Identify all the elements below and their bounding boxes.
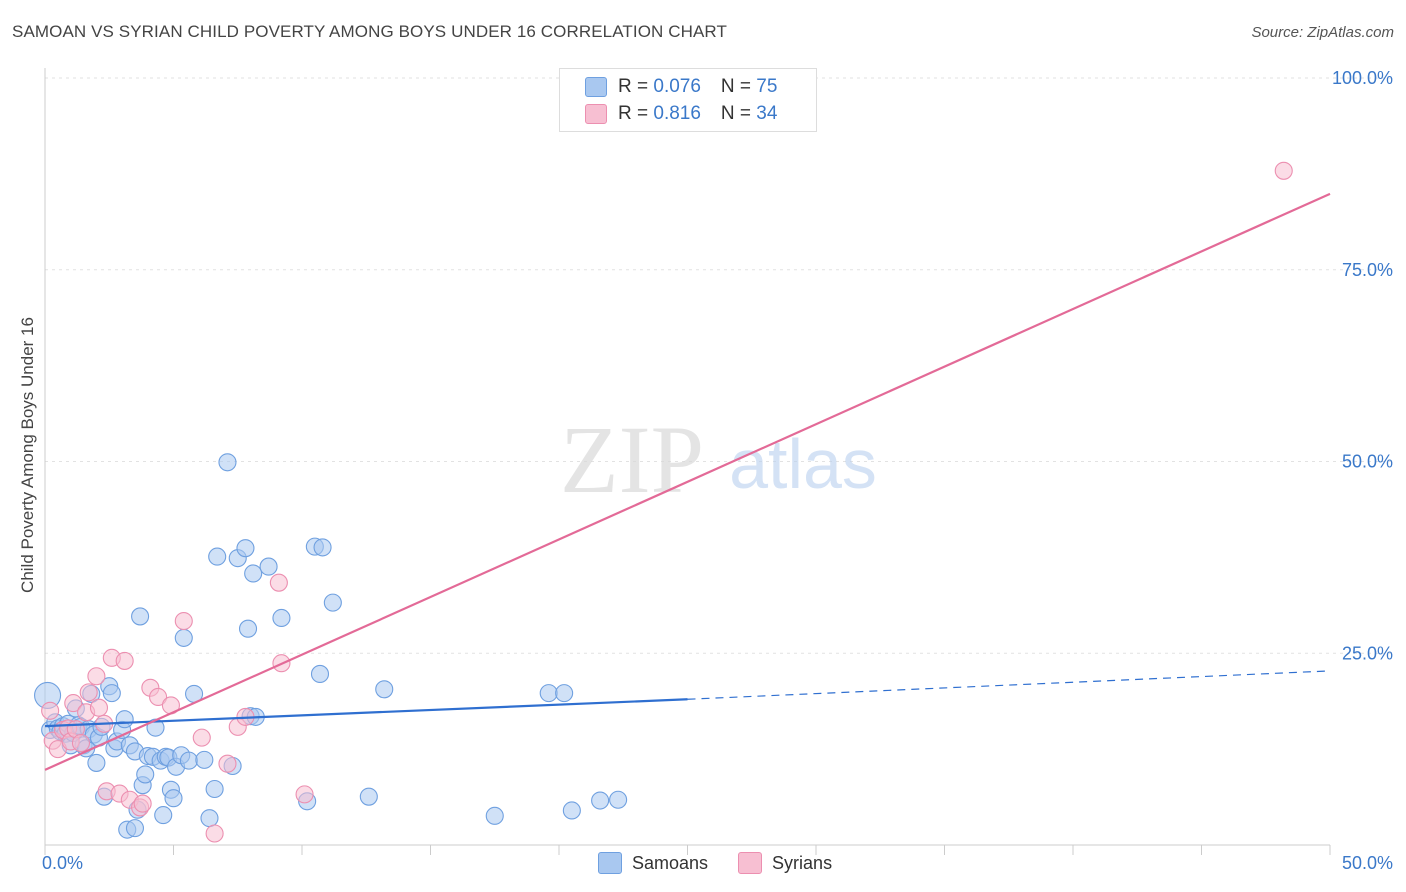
point-samoans [238, 619, 258, 638]
watermark-atlas: atlas [729, 425, 877, 503]
point-syrians [79, 683, 98, 702]
legend-swatch-syrians [585, 104, 607, 124]
point-syrians [218, 754, 237, 773]
trend-lines [44, 192, 1331, 771]
point-samoans [131, 607, 150, 626]
point-samoans [313, 538, 332, 557]
point-samoans [236, 539, 255, 558]
legend-row-syrians: R = 0.816 N = 34 [585, 102, 778, 126]
point-syrians [89, 698, 109, 717]
legend-label-syrians: Syrians [772, 852, 833, 873]
point-samoans [136, 765, 155, 784]
point-samoans [310, 664, 330, 684]
point-samoans [195, 750, 214, 769]
series-legend: Samoans Syrians [598, 852, 862, 874]
x-tick-label: 50.0% [1342, 853, 1393, 873]
data-points [34, 161, 1293, 843]
legend-item-syrians: Syrians [738, 852, 832, 874]
watermark: ZIP atlas [560, 406, 877, 513]
point-samoans [218, 453, 237, 472]
point-syrians [87, 667, 106, 686]
point-samoans [154, 806, 173, 825]
legend-r-value: 0.076 [653, 76, 701, 97]
point-samoans [87, 753, 106, 772]
point-samoans [259, 557, 278, 576]
point-syrians [205, 824, 224, 843]
point-samoans [359, 787, 378, 806]
point-samoans [609, 790, 628, 809]
grid [45, 77, 1392, 654]
legend-item-samoans: Samoans [598, 852, 708, 874]
source-credit: Source: ZipAtlas.com [1251, 24, 1394, 41]
legend-r-label: R = [618, 76, 654, 97]
point-syrians [192, 728, 211, 747]
point-samoans [539, 684, 558, 703]
point-samoans [164, 789, 183, 808]
point-syrians [295, 785, 314, 804]
legend-row-samoans: R = 0.076 N = 75 [585, 75, 778, 99]
legend-n-label: N = [720, 103, 757, 124]
y-tick-label: 25.0% [1342, 643, 1393, 663]
point-samoans [244, 564, 263, 583]
legend-swatch-syrians [738, 852, 763, 874]
point-syrians [133, 794, 152, 813]
y-tick-label: 75.0% [1342, 260, 1393, 280]
point-samoans [115, 710, 134, 729]
point-samoans [179, 751, 198, 770]
point-samoans [555, 684, 574, 703]
correlation-legend: R = 0.076 N = 75 R = 0.816 N = 34 [559, 68, 817, 132]
point-syrians [71, 733, 91, 753]
watermark-zip: ZIP [560, 406, 704, 513]
point-syrians [1274, 161, 1293, 180]
trend-extension-samoans [687, 670, 1331, 700]
legend-swatch-samoans [598, 852, 622, 874]
point-samoans [200, 809, 219, 828]
point-samoans [375, 680, 394, 699]
legend-n-value: 75 [756, 76, 778, 97]
y-tick-label: 100.0% [1332, 68, 1393, 88]
trend-line-samoans [44, 698, 688, 728]
point-samoans [125, 819, 144, 838]
point-samoans [485, 806, 504, 825]
chart-title: SAMOAN VS SYRIAN CHILD POVERTY AMONG BOY… [12, 22, 727, 41]
point-syrians [64, 694, 83, 713]
point-syrians [149, 687, 168, 707]
x-tick-label: 0.0% [42, 853, 83, 873]
legend-n-value: 34 [756, 103, 778, 124]
point-samoans [272, 608, 291, 628]
legend-r-label: R = [618, 103, 654, 124]
legend-n-label: N = [720, 76, 757, 97]
point-samoans [205, 779, 224, 799]
legend-swatch-samoans [585, 77, 607, 97]
point-samoans [102, 684, 121, 703]
tick-labels: 25.0% 50.0% 75.0% 100.0% 0.0% 50.0% [42, 68, 1393, 873]
point-syrians [115, 651, 134, 670]
point-syrians [269, 573, 288, 592]
point-samoans [208, 547, 227, 566]
point-samoans [562, 801, 581, 820]
y-tick-label: 50.0% [1342, 452, 1393, 472]
legend-label-samoans: Samoans [632, 852, 709, 873]
point-samoans [174, 628, 193, 647]
point-samoans [591, 791, 610, 810]
trend-line-syrians [44, 192, 1331, 771]
point-syrians [41, 701, 60, 720]
point-samoans [323, 593, 342, 612]
legend-r-value: 0.816 [653, 103, 701, 124]
point-syrians [174, 611, 193, 631]
